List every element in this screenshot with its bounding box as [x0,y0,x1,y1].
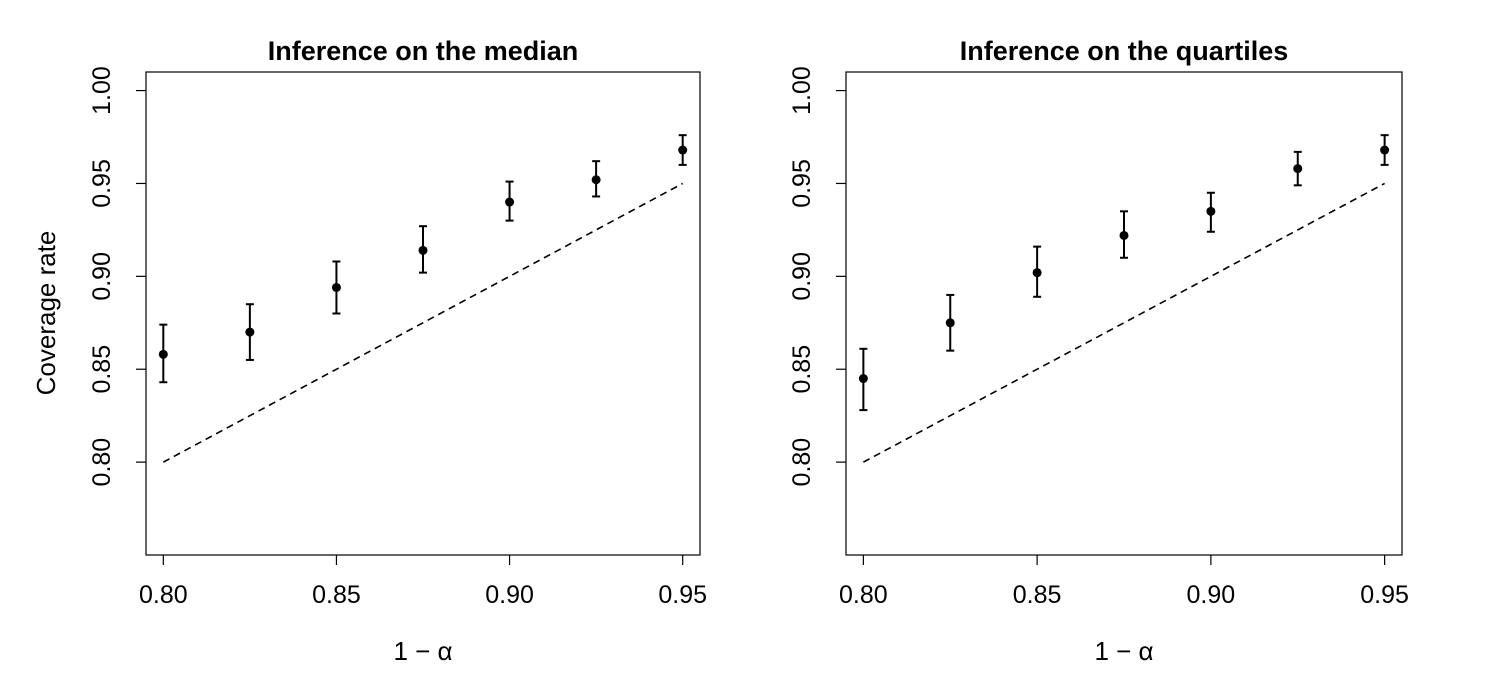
plot-frame [145,71,701,556]
data-point [1119,230,1129,240]
y-axis-label: Coverage rate [31,231,61,396]
x-tick-label: 0.90 [1187,581,1236,609]
y-tick-label: 0.90 [788,252,816,301]
y-tick-label: 1.00 [88,66,116,115]
y-tick-label: 0.80 [88,438,116,487]
reference-line [862,182,1386,463]
y-tick-label: 0.90 [88,252,116,301]
y-tick-label: 1.00 [788,66,816,115]
y-tick-label: 0.85 [788,345,816,394]
panel-median: Inference on the median 1 − α Coverage r… [31,36,578,666]
data-point [858,374,868,384]
data-point [678,145,688,155]
plot-frame [845,71,1403,556]
x-tick-label: 0.80 [139,581,188,609]
data-point [505,197,515,207]
data-point [1032,268,1042,278]
data-point [1380,145,1390,155]
x-tick-label: 0.80 [839,581,888,609]
y-tick-label: 0.95 [88,159,116,208]
data-point [591,175,601,185]
data-point [418,245,428,255]
data-point [1206,206,1216,216]
data-point [331,282,341,292]
y-tick-label: 0.85 [88,345,116,394]
data-point [158,349,168,359]
chart-title: Inference on the median [268,36,579,66]
x-axis-label: 1 − α [1094,636,1153,666]
x-tick-label: 0.90 [485,581,534,609]
data-point [945,318,955,328]
x-tick-label: 0.85 [312,581,361,609]
x-axis-label: 1 − α [393,636,452,666]
data-point [245,327,255,337]
panel-quartiles: Inference on the quartiles 1 − α [960,36,1289,666]
x-tick-label: 0.85 [1013,581,1062,609]
data-point [1293,164,1303,174]
y-tick-label: 0.80 [788,438,816,487]
plot-area-0: 0.80 0.85 0.90 0.95 0.80 0.85 0.90 0.95 1.00 [88,66,707,609]
plot-area-1: 0.80 0.85 0.90 0.95 0.80 0.85 0.90 0.95 1.00 [788,66,1409,609]
x-tick-label: 0.95 [658,581,707,609]
reference-line [162,182,684,463]
x-tick-label: 0.95 [1360,581,1409,609]
y-tick-label: 0.95 [788,159,816,208]
chart-title: Inference on the quartiles [960,36,1289,66]
